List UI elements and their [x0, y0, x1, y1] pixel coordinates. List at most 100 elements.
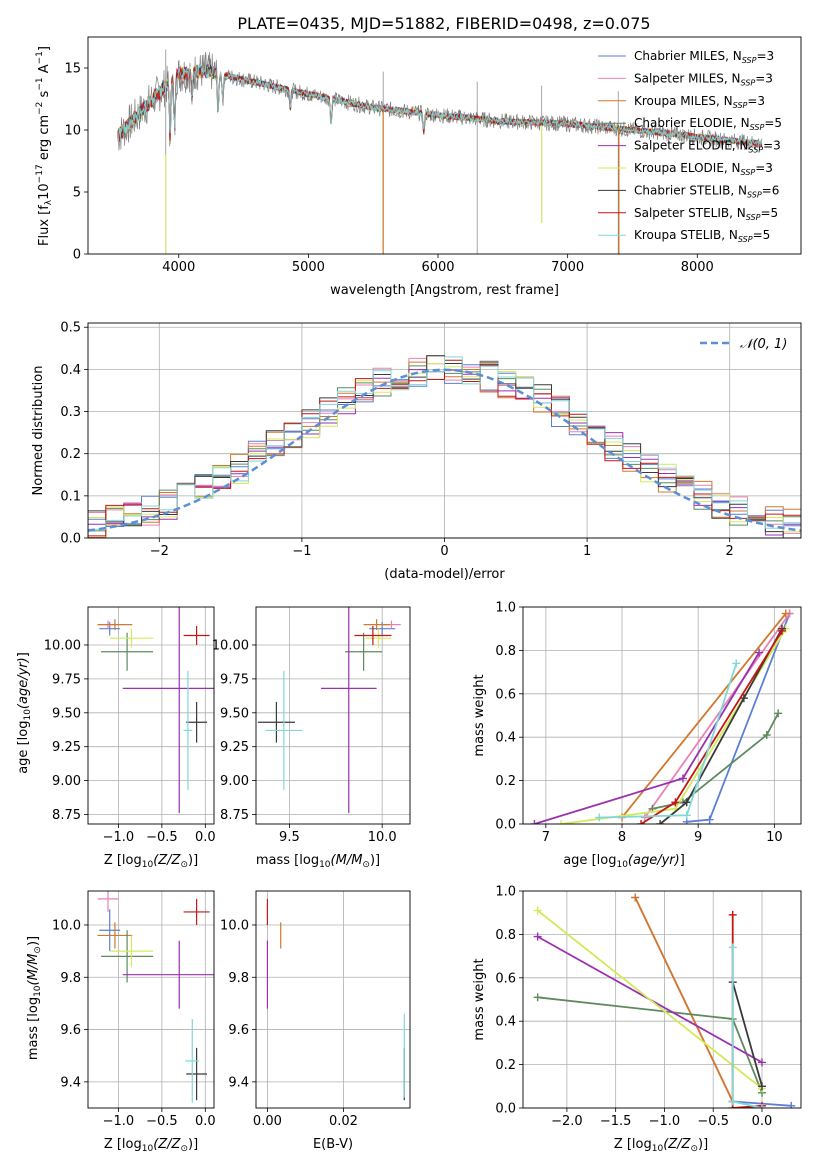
y-tick-label: 9.25 [52, 740, 81, 755]
spectrum-plot [117, 49, 763, 254]
y-tick-label: 9.25 [220, 740, 249, 755]
weight-series-line [644, 612, 791, 819]
weight_vs_age-grid [523, 606, 801, 825]
residuals-frame [87, 322, 802, 539]
x-tick-label: −1 [292, 544, 311, 559]
weight-series-line [652, 712, 779, 810]
Z-xlabel-3: Z [log10(Z/Z⊙)] [614, 1137, 708, 1154]
weight-series-line [537, 996, 763, 1094]
x-tick-label: 7000 [551, 260, 584, 275]
y-tick-label: 10.0 [52, 918, 81, 933]
age_vs_mass-axes: 9.5 10.0 8.75 9.00 9.25 9.50 9.75 10.00 [212, 606, 411, 845]
weight-series-line [534, 652, 760, 824]
y-tick-label: 9.50 [52, 706, 81, 721]
x-tick-label: −1.0 [103, 1114, 135, 1129]
legend-label: Salpeter ELODIE, NSSP=3 [634, 139, 781, 155]
legend-normal: 𝒩(0, 1) [740, 337, 787, 352]
age_vs_mass-frame [255, 606, 411, 825]
age_vs_Z-plot [97, 607, 214, 814]
x-tick-label: −0.5 [146, 1114, 178, 1129]
normal-reference-line [88, 368, 801, 532]
mass_vs_Z-grid [88, 891, 214, 1108]
weight-series-line [634, 897, 734, 1102]
weight-series-line [731, 981, 763, 1087]
y-tick-label: 9.75 [220, 672, 249, 687]
y-tick-label: 10.0 [220, 918, 249, 933]
age_vs_Z-frame [87, 606, 215, 825]
legend-label: Chabrier MILES, NSSP=3 [634, 49, 774, 65]
Z-xlabel-2: Z [log10(Z/Z⊙)] [104, 1137, 198, 1154]
y-tick-label: 0.2 [495, 774, 516, 789]
y-tick-label: 10 [64, 124, 81, 139]
x-tick-label: 1 [583, 544, 591, 559]
spectrum-xlabel: wavelength [Angstrom, rest frame] [330, 283, 559, 298]
y-tick-label: 0.2 [60, 447, 81, 462]
x-tick-label: −0.5 [697, 1114, 729, 1129]
mass_vs_ebv-axes: 0.00 0.02 9.4 9.6 9.8 10.0 E(B-V) [220, 890, 411, 1152]
mass_vs_Z-frame [87, 890, 215, 1109]
x-tick-label: −2 [150, 544, 169, 559]
age-xlabel: age [log10(age/yr)] [563, 853, 685, 870]
mass_vs_Z-axes: −1.0 −0.5 0.0 9.4 9.6 9.8 10.0 [52, 890, 216, 1129]
y-tick-label: 9.6 [228, 1023, 249, 1038]
x-tick-label: −1.0 [103, 830, 135, 845]
y-tick-label: 9.75 [52, 672, 81, 687]
legend-label: Kroupa MILES, NSSP=3 [634, 94, 765, 110]
mass_vs_ebv-plot [266, 898, 405, 1101]
mass_vs_ebv-xlabel: E(B-V) [313, 1137, 353, 1152]
weight-series-line [621, 612, 787, 819]
x-tick-label: 0.02 [329, 1114, 358, 1129]
residuals-ylabel: Normed distribution [31, 366, 46, 496]
mass-xlabel: mass [log10(M/M⊙)] [256, 853, 380, 870]
y-tick-label: 0.5 [60, 321, 81, 336]
weight-series-line [640, 630, 783, 824]
x-tick-label: −0.5 [146, 830, 178, 845]
y-tick-label: 0.0 [495, 818, 516, 833]
model-spectrum-line [117, 63, 763, 147]
weight-series-line [599, 663, 738, 819]
y-tick-label: 9.8 [60, 971, 81, 986]
spectrum-legend: Chabrier MILES, NSSP=3 Salpeter MILES, NS… [598, 49, 782, 244]
y-tick-label: 0.8 [495, 644, 516, 659]
x-tick-label: 0.00 [253, 1114, 282, 1129]
weight_vs_age-ylabel: mass weight [472, 674, 487, 756]
age_vs_mass-plot [257, 607, 401, 814]
x-tick-label: 0 [440, 544, 448, 559]
histogram-step [88, 356, 801, 536]
age-ylabel: age [log10(age/yr)] [16, 652, 33, 774]
y-tick-label: 0.0 [495, 1102, 516, 1117]
age_vs_mass-grid [256, 607, 410, 824]
x-tick-label: −2.0 [551, 1114, 583, 1129]
legend-label: Salpeter MILES, NSSP=3 [634, 71, 773, 87]
legend-label: Salpeter STELIB, NSSP=5 [634, 206, 778, 222]
x-tick-label: −1.0 [649, 1114, 681, 1129]
y-tick-label: 0.4 [60, 363, 81, 378]
y-tick-label: 0.4 [495, 1015, 516, 1030]
y-tick-label: 9.4 [60, 1075, 81, 1090]
y-tick-label: 8.75 [220, 808, 249, 823]
weight-series-line [731, 914, 763, 1108]
y-tick-label: 1.0 [495, 601, 516, 616]
y-tick-label: 10.00 [212, 638, 249, 653]
spectrum-frame [87, 36, 802, 255]
weight_vs_age-axes: 7 8 9 10 0.0 0.2 0.4 0.6 0.8 1.0 mass weight [472, 601, 802, 845]
weight_vs_Z-ylabel: mass weight [472, 958, 487, 1040]
y-tick-label: 0.6 [495, 687, 516, 702]
x-tick-label: 0.0 [195, 830, 216, 845]
mass_vs_ebv-grid [256, 891, 410, 1108]
mass_vs_Z-plot [97, 891, 214, 1103]
y-tick-label: 9.6 [60, 1023, 81, 1038]
Z-xlabel-1: Z [log10(Z/Z⊙)] [104, 853, 198, 870]
age_vs_Z-axes: −1.0 −0.5 0.0 8.75 9.00 9.25 9.50 9.75 10.00 [44, 606, 216, 845]
weight_vs_Z-frame [522, 890, 802, 1109]
x-tick-label: 2 [726, 544, 734, 559]
y-tick-label: 15 [64, 62, 81, 77]
y-tick-label: 0.6 [495, 971, 516, 986]
y-tick-label: 9.8 [228, 971, 249, 986]
x-tick-label: 7 [542, 830, 550, 845]
weight-series-line [560, 628, 787, 824]
y-tick-label: 0.2 [495, 1058, 516, 1073]
y-tick-label: 1.0 [495, 885, 516, 900]
